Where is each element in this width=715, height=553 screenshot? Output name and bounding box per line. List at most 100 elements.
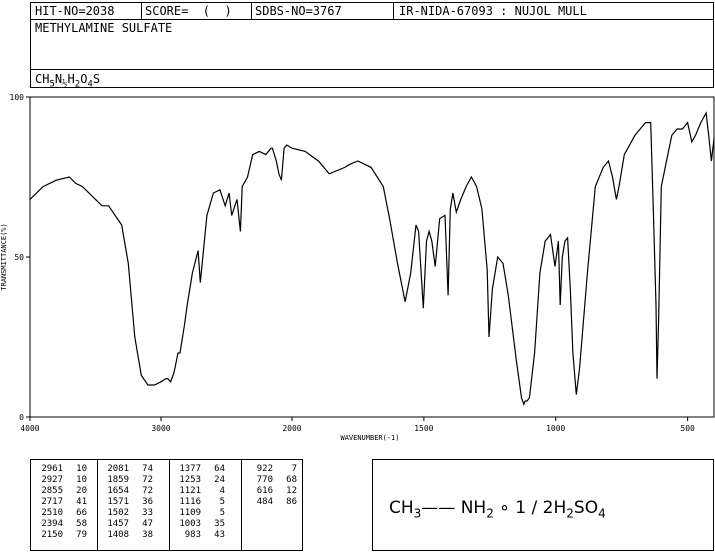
- peak-wavenumber: 983: [184, 530, 201, 540]
- peak-row: 770 68: [247, 475, 297, 486]
- x-tick-label: 2000: [282, 424, 301, 433]
- peak-transmittance: 5: [219, 497, 225, 507]
- peak-row: 1003 35: [175, 519, 225, 530]
- header-divider: [251, 3, 252, 19]
- peak-wavenumber: 2927: [41, 475, 63, 485]
- peak-transmittance: 38: [142, 530, 153, 540]
- peak-column-divider: [97, 460, 98, 550]
- peak-row: 2150 79: [37, 530, 87, 541]
- y-axis-label: TRANSMITTANCE(%): [0, 223, 8, 290]
- peak-row: 1457 47: [103, 519, 153, 530]
- peak-wavenumber: 1253: [179, 475, 201, 485]
- peak-transmittance: 10: [76, 464, 87, 474]
- peak-transmittance: 72: [142, 475, 153, 485]
- peak-row: 2927 10: [37, 475, 87, 486]
- molecular-formula: CH5N½H2O4S: [35, 72, 101, 90]
- peak-wavenumber: 1502: [107, 508, 129, 518]
- y-tick-label: 0: [19, 413, 24, 422]
- peak-row: 1502 33: [103, 508, 153, 519]
- peak-wavenumber: 1121: [179, 486, 201, 496]
- structure-formula: CH3—— NH2 ∘ 1 / 2H2SO4: [389, 498, 606, 521]
- peak-row: 1654 72: [103, 486, 153, 497]
- peak-row: 616 12: [247, 486, 297, 497]
- x-tick-label: 3000: [151, 424, 170, 433]
- x-tick-label: 500: [680, 424, 695, 433]
- peak-transmittance: 74: [142, 464, 153, 474]
- peak-transmittance: 47: [142, 519, 153, 529]
- peak-transmittance: 43: [214, 530, 225, 540]
- peak-wavenumber: 1571: [107, 497, 129, 507]
- x-tick-label: 4000: [20, 424, 39, 433]
- peak-wavenumber: 1457: [107, 519, 129, 529]
- peak-row: 1571 36: [103, 497, 153, 508]
- peak-transmittance: 72: [142, 486, 153, 496]
- peak-wavenumber: 2150: [41, 530, 63, 540]
- peak-transmittance: 64: [214, 464, 225, 474]
- ir-spectrum-chart: 4000 3000 2000 1500 1000 500 0 50 100 WAVENUMBER…: [0, 93, 715, 442]
- peak-transmittance: 35: [214, 519, 225, 529]
- header-divider: [31, 69, 713, 70]
- peak-wavenumber: 1377: [179, 464, 201, 474]
- peak-wavenumber: 616: [256, 486, 273, 496]
- peak-transmittance: 58: [76, 519, 87, 529]
- peak-transmittance: 5: [219, 508, 225, 518]
- peak-row: 1859 72: [103, 475, 153, 486]
- peak-transmittance: 41: [76, 497, 87, 507]
- peak-row: 1116 5: [175, 497, 225, 508]
- peak-wavenumber: 2717: [41, 497, 63, 507]
- peak-wavenumber: 770: [256, 475, 273, 485]
- peak-wavenumber: 1654: [107, 486, 129, 496]
- header-divider: [141, 3, 142, 19]
- peak-row: 2394 58: [37, 519, 87, 530]
- plot-frame: [29, 96, 715, 418]
- peak-row: 2961 10: [37, 464, 87, 475]
- peak-transmittance: 66: [76, 508, 87, 518]
- peak-wavenumber: 1116: [179, 497, 201, 507]
- peak-wavenumber: 1109: [179, 508, 201, 518]
- y-tick-label: 50: [14, 253, 24, 262]
- peak-transmittance: 86: [286, 497, 297, 507]
- peak-wavenumber: 1859: [107, 475, 129, 485]
- ir-nida-number: IR-NIDA-67093 : NUJOL MULL: [399, 4, 587, 18]
- peak-wavenumber: 2394: [41, 519, 63, 529]
- peak-transmittance: 36: [142, 497, 153, 507]
- peak-row: 2855 20: [37, 486, 87, 497]
- peak-wavenumber: 484: [256, 497, 273, 507]
- peak-row: 1253 24: [175, 475, 225, 486]
- peak-table: 2961 10 2927 10 2855 20 2717 41 2510 66 2394 58 2150…: [30, 459, 303, 551]
- header-panel: HIT-NO=2038 SCORE= ( ) SDBS-NO=3767 IR-N…: [30, 2, 714, 90]
- peak-column: 2961 10 2927 10 2855 20 2717 41 2510 66 2394 58 2150…: [37, 464, 87, 541]
- structure-panel: CH3—— NH2 ∘ 1 / 2H2SO4: [372, 459, 714, 551]
- header-divider: [393, 3, 394, 19]
- peak-row: 484 86: [247, 497, 297, 508]
- peak-transmittance: 10: [76, 475, 87, 485]
- spectrum-line: [29, 111, 715, 406]
- peak-column-divider: [169, 460, 170, 550]
- peak-row: 1109 5: [175, 508, 225, 519]
- peak-row: 1377 64: [175, 464, 225, 475]
- x-tick-label: 1500: [414, 424, 433, 433]
- peak-transmittance: 33: [142, 508, 153, 518]
- peak-column-divider: [241, 460, 242, 550]
- peak-transmittance: 24: [214, 475, 225, 485]
- peak-row: 2717 41: [37, 497, 87, 508]
- peak-wavenumber: 922: [256, 464, 273, 474]
- x-tick-label: 1000: [546, 424, 565, 433]
- peak-row: 1408 38: [103, 530, 153, 541]
- peak-column: 922 7 770 68 616 12 484 86: [247, 464, 297, 508]
- sdbs-number: SDBS-NO=3767: [255, 4, 342, 18]
- header-divider: [31, 19, 713, 20]
- peak-row: 922 7: [247, 464, 297, 475]
- compound-name: METHYLAMINE SULFATE: [35, 21, 173, 35]
- peak-wavenumber: 2961: [41, 464, 63, 474]
- peak-row: 2081 74: [103, 464, 153, 475]
- peak-transmittance: 7: [291, 464, 297, 474]
- peak-column: 2081 74 1859 72 1654 72 1571 36 1502 33 1457 47 1408…: [103, 464, 153, 541]
- x-axis-label: WAVENUMBER(-1): [340, 434, 399, 442]
- peak-row: 983 43: [175, 530, 225, 541]
- peak-transmittance: 20: [76, 486, 87, 496]
- peak-wavenumber: 1408: [107, 530, 129, 540]
- peak-transmittance: 12: [286, 486, 297, 496]
- peak-wavenumber: 2081: [107, 464, 129, 474]
- hit-number: HIT-NO=2038: [35, 4, 115, 18]
